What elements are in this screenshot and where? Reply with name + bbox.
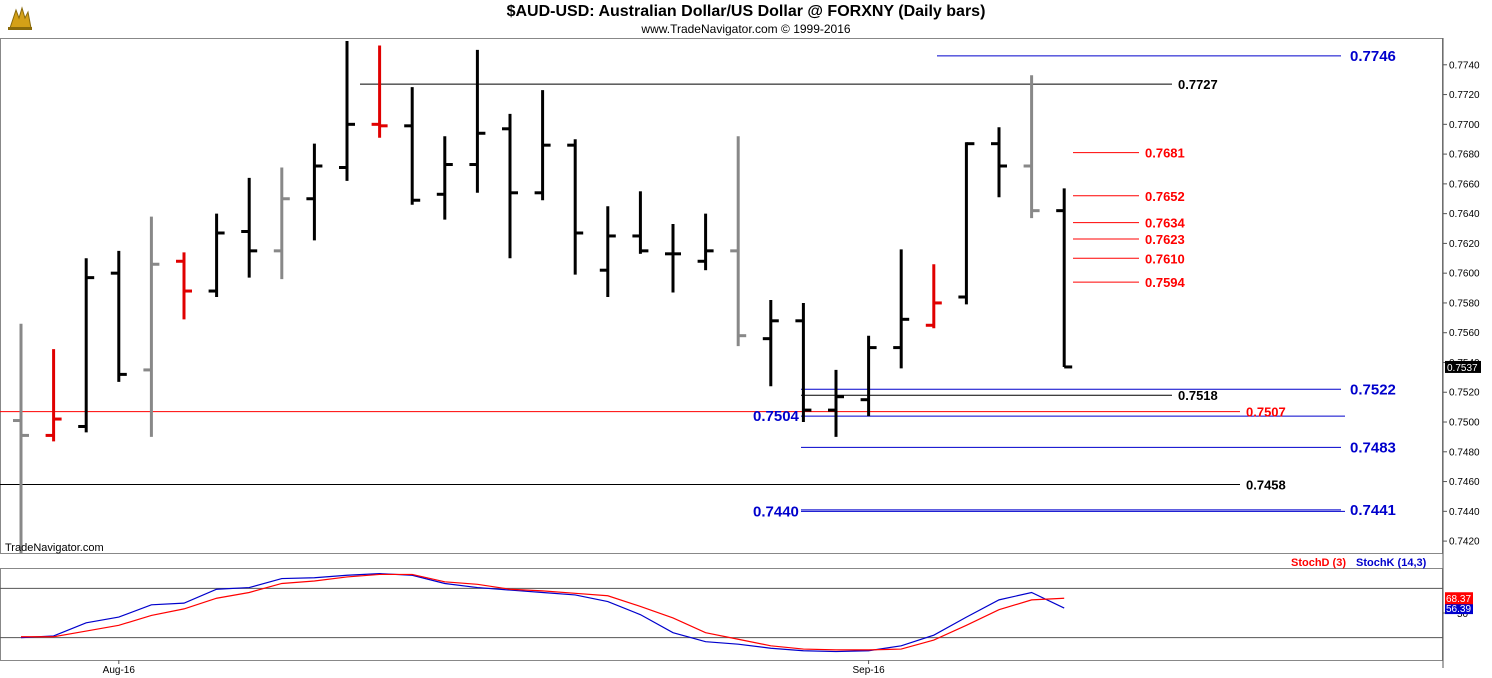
ohlc-bar (697, 213, 714, 271)
legend-stoch-k: StochK (14,3) (1356, 557, 1427, 569)
y-tick-label: 0.7580 (1449, 298, 1480, 309)
y-tick-label: 0.7560 (1449, 328, 1480, 339)
level-label-0-7507: 0.7507 (1246, 405, 1286, 420)
ohlc-bar (339, 40, 355, 181)
y-tick-label: 0.7420 (1449, 537, 1480, 548)
last-price-box (1445, 360, 1481, 373)
y-tick-label: 0.7460 (1449, 477, 1480, 488)
last-price-label: 0.7537 (1447, 363, 1478, 374)
ohlc-bar (176, 252, 192, 320)
watermark-text: TradeNavigator.com (5, 542, 104, 554)
stoch-last-box-d (1445, 592, 1473, 605)
ohlc-bar (567, 139, 584, 275)
y-tick-label: 0.7640 (1449, 209, 1480, 220)
x-tick-label: Sep-16 (852, 665, 885, 676)
y-tick-label: 0.7680 (1449, 150, 1480, 161)
level-label-0-7634: 0.7634 (1145, 216, 1186, 231)
stoch-y-tick-label: 50 (1457, 609, 1469, 620)
level-label-0-7652: 0.7652 (1145, 189, 1185, 204)
ohlc-bar (208, 213, 225, 297)
stoch-last-label-k: 56.39 (1446, 604, 1471, 615)
level-label-0-7610: 0.7610 (1145, 251, 1185, 266)
legend-stoch-d: StochD (3) (1291, 557, 1346, 569)
stoch-panel-frame (0, 568, 1443, 661)
ohlc-bar (273, 167, 290, 280)
y-tick-label: 0.7660 (1449, 179, 1480, 190)
level-label-0-7594: 0.7594 (1145, 275, 1186, 290)
ohlc-bar (371, 45, 388, 138)
chart-title: $AUD-USD: Australian Dollar/US Dollar @ … (506, 3, 986, 20)
ohlc-bar (110, 250, 127, 382)
stoch-series-d (21, 573, 1065, 651)
ohlc-bar (730, 136, 747, 347)
level-label-0-7441: 0.7441 (1350, 502, 1396, 519)
level-label-0-7623: 0.7623 (1145, 232, 1185, 247)
ohlc-bar (1023, 75, 1040, 219)
ohlc-bar (45, 349, 62, 442)
ohlc-bar (534, 90, 551, 201)
ohlc-bar (599, 206, 616, 297)
ohlc-bar (1056, 188, 1073, 369)
stoch-last-box-k (1445, 602, 1473, 615)
y-tick-label: 0.7620 (1449, 239, 1480, 250)
y-tick-label: 0.7500 (1449, 418, 1480, 429)
ohlc-bar (436, 136, 453, 220)
ohlc-bar (78, 258, 95, 433)
ohlc-bar (241, 177, 258, 278)
y-tick-label: 0.7520 (1449, 388, 1480, 399)
level-label-0-7483: 0.7483 (1350, 439, 1396, 456)
level-label-0-7440: 0.7440 (753, 503, 799, 520)
ohlc-bar (502, 113, 518, 259)
ohlc-bar (143, 216, 160, 437)
ohlc-bar (306, 143, 323, 241)
level-label-0-7518: 0.7518 (1178, 388, 1218, 403)
y-tick-label: 0.7720 (1449, 90, 1480, 101)
level-label-0-7458: 0.7458 (1246, 478, 1286, 493)
level-label-0-7504: 0.7504 (753, 408, 800, 425)
ohlc-bar (893, 249, 910, 369)
stoch-last-label-d: 68.37 (1446, 594, 1471, 605)
ohlc-bar (828, 369, 844, 437)
ohlc-bar (958, 142, 975, 305)
x-tick-label: Aug-16 (103, 665, 136, 676)
y-tick-label: 0.7740 (1449, 60, 1480, 71)
ohlc-bar (795, 302, 812, 423)
ohlc-bar (632, 191, 649, 254)
level-label-0-7746: 0.7746 (1350, 48, 1396, 65)
ohlc-bar (860, 335, 877, 417)
ohlc-bar (665, 224, 681, 293)
stoch-series-k (20, 573, 1065, 653)
y-tick-label: 0.7600 (1449, 269, 1480, 280)
y-tick-label: 0.7700 (1449, 120, 1480, 131)
chart-subtitle: www.TradeNavigator.com © 1999-2016 (641, 22, 851, 36)
ohlc-bar (925, 264, 942, 329)
level-label-0-7522: 0.7522 (1350, 381, 1396, 398)
level-label-0-7727: 0.7727 (1178, 77, 1218, 92)
ohlc-bar (404, 87, 421, 205)
level-label-0-7681: 0.7681 (1145, 146, 1185, 161)
ohlc-bar (991, 127, 1007, 198)
y-tick-label: 0.7480 (1449, 447, 1480, 458)
y-tick-label: 0.7440 (1449, 507, 1480, 518)
trade-navigator-logo (6, 4, 34, 37)
ohlc-bar (13, 323, 29, 553)
ohlc-bar (762, 299, 779, 387)
ohlc-bar (469, 49, 486, 193)
